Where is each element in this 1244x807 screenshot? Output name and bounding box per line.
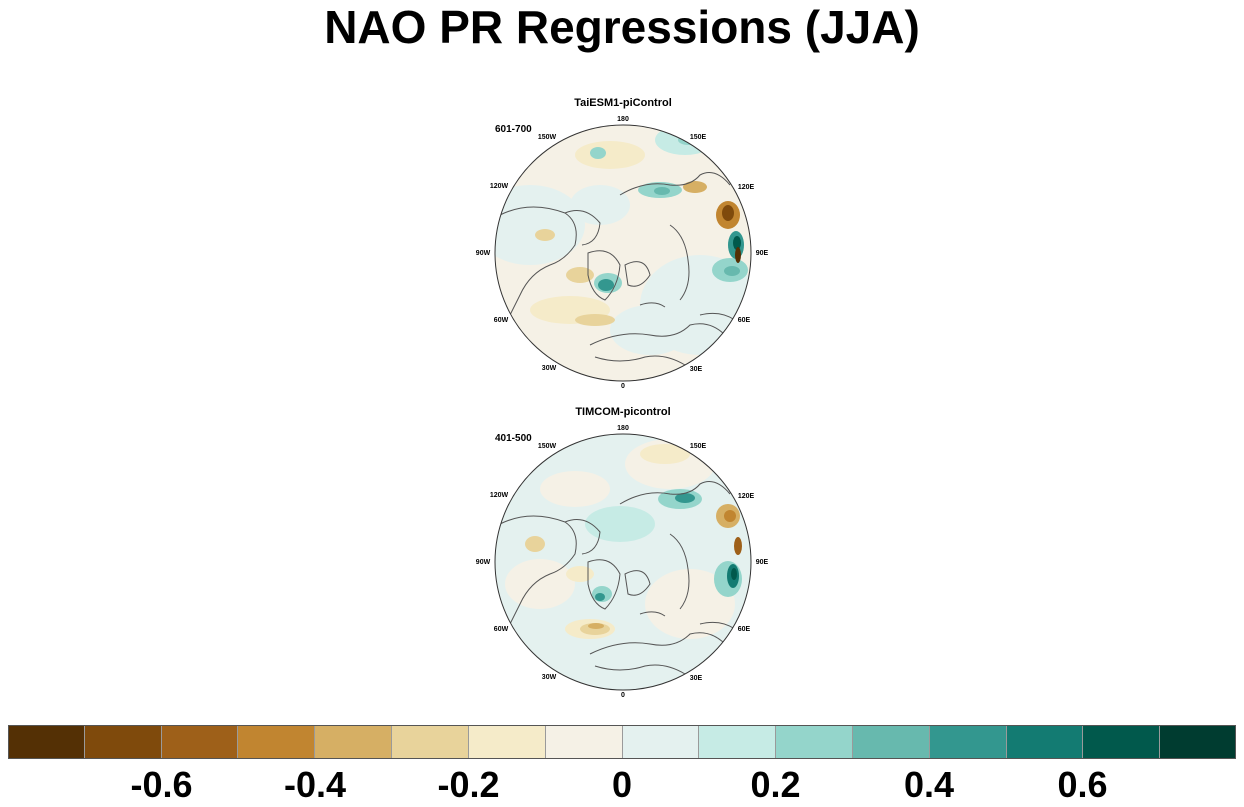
lon-label: 0 (621, 383, 625, 390)
lon-label: 30E (690, 366, 703, 373)
lon-label: 90W (476, 559, 491, 566)
lon-label: 180 (617, 425, 629, 432)
lon-label: 150W (538, 443, 557, 450)
lon-label: 150W (538, 134, 557, 141)
colorbar-box (622, 725, 700, 759)
colorbar-box (468, 725, 546, 759)
figure-title: NAO PR Regressions (JJA) (324, 1, 920, 53)
lon-label: 120E (738, 184, 755, 191)
longitude-labels: 180 150E 120E 90E 60E 30E 0 30W 60W 90W … (476, 425, 769, 699)
lon-label: 90E (756, 559, 769, 566)
lon-label: 60E (738, 317, 751, 324)
map-panel-taiesm1: TaiESM1-piControl 601-700 (470, 95, 770, 395)
period-label: 601-700 (495, 124, 532, 135)
lon-label: 90W (476, 250, 491, 257)
colorbar-box (852, 725, 930, 759)
lon-label: 150E (690, 443, 707, 450)
lon-label: 60E (738, 626, 751, 633)
polar-map-taiesm1: TaiESM1-piControl 601-700 (476, 97, 769, 390)
map-boundary (494, 433, 752, 691)
colorbar-label: 0 (611, 764, 633, 805)
lon-label: 60W (494, 626, 509, 633)
coastlines (499, 481, 736, 675)
colorbar-box (1006, 725, 1084, 759)
lon-label: 0 (621, 692, 625, 699)
colorbar-label: 0.2 (750, 764, 801, 805)
panel-title: TIMCOM-picontrol (575, 406, 670, 418)
colorbar (8, 725, 1236, 759)
precip-field (495, 125, 751, 381)
colorbar-box (84, 725, 162, 759)
colorbar-box (1160, 725, 1236, 759)
colorbar-label: 0.6 (1057, 764, 1108, 805)
precip-field (495, 434, 751, 690)
period-label: 401-500 (495, 433, 532, 444)
colorbar-label: -0.4 (283, 764, 347, 805)
lon-label: 30E (690, 675, 703, 682)
lon-label: 60W (494, 317, 509, 324)
colorbar-box (238, 725, 316, 759)
lon-label: 120W (490, 183, 509, 190)
longitude-labels: 180 150E 120E 90E 60E 30E 0 30W 60W 90W … (476, 116, 769, 390)
colorbar-box (161, 725, 239, 759)
colorbar-box (776, 725, 853, 759)
colorbar-label: -0.6 (130, 764, 193, 805)
lon-label: 150E (690, 134, 707, 141)
panel-title: TaiESM1-piControl (574, 97, 672, 109)
colorbar-box (699, 725, 777, 759)
polar-map-timcom: TIMCOM-picontrol 401-500 (476, 406, 769, 699)
lon-label: 120W (490, 492, 509, 499)
lon-label: 180 (617, 116, 629, 123)
lon-label: 30W (542, 674, 557, 681)
map-boundary (494, 124, 752, 382)
lon-label: 120E (738, 493, 755, 500)
colorbar-box (1083, 725, 1161, 759)
lon-label: 30W (542, 365, 557, 372)
colorbar-label: 0.4 (903, 764, 955, 805)
colorbar-box (545, 725, 623, 759)
colorbar-box (315, 725, 393, 759)
lon-label: 90E (756, 250, 769, 257)
colorbar-box (392, 725, 469, 759)
map-panel-timcom: TIMCOM-picontrol 401-500 (470, 404, 770, 704)
colorbar-box (8, 725, 85, 759)
colorbar-label: -0.2 (437, 764, 500, 805)
colorbar-box (929, 725, 1007, 759)
